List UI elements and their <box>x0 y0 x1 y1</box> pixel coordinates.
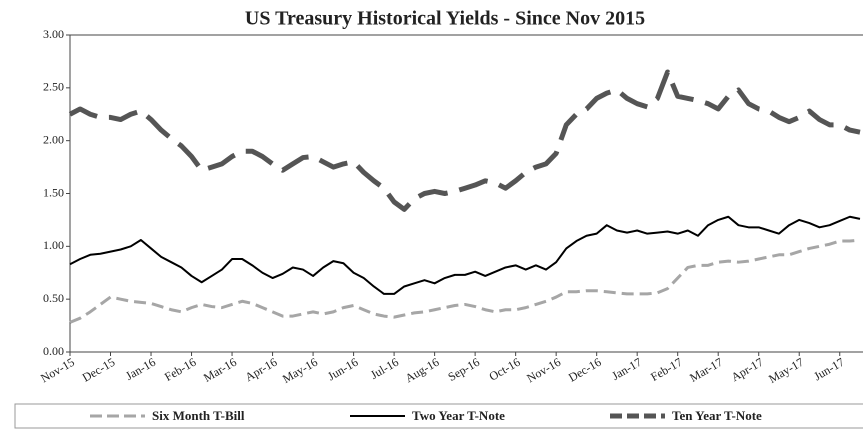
x-tick-label: Mar-16 <box>201 355 239 385</box>
x-tick-label: Aug-16 <box>403 355 442 385</box>
y-tick-label: 0.00 <box>43 344 64 358</box>
x-tick-label: Oct-16 <box>487 355 523 384</box>
y-tick-label: 3.00 <box>43 27 64 41</box>
x-tick-label: Dec-16 <box>566 355 604 385</box>
x-tick-label: Feb-17 <box>648 355 684 384</box>
legend-label: Two Year T-Note <box>412 408 505 423</box>
x-tick-label: Apr-17 <box>729 355 766 384</box>
y-tick-label: 0.50 <box>43 291 64 305</box>
y-tick-label: 1.00 <box>43 238 64 252</box>
x-tick-label: Jul-16 <box>368 355 401 382</box>
x-tick-label: Nov-16 <box>524 355 563 385</box>
x-tick-label: Jan-17 <box>609 355 644 383</box>
legend-label: Six Month T-Bill <box>152 408 245 423</box>
y-tick-label: 2.00 <box>43 132 64 146</box>
legend-label: Ten Year T-Note <box>672 408 762 423</box>
y-tick-label: 1.50 <box>43 185 64 199</box>
y-tick-label: 2.50 <box>43 80 64 94</box>
x-tick-label: May-16 <box>280 355 320 386</box>
x-tick-label: Apr-16 <box>243 355 280 384</box>
x-tick-label: Jan-16 <box>123 355 158 383</box>
x-tick-label: Jun-17 <box>811 355 846 383</box>
series-line <box>69 238 861 324</box>
x-tick-label: Nov-15 <box>38 355 77 385</box>
x-tick-label: Dec-15 <box>80 355 118 385</box>
series-line <box>69 215 861 295</box>
chart-title: US Treasury Historical Yields - Since No… <box>245 8 645 30</box>
x-tick-label: Feb-16 <box>162 355 198 384</box>
legend-box <box>14 403 863 429</box>
x-tick-label: Sep-16 <box>446 355 482 384</box>
x-tick-label: Jun-16 <box>325 355 360 383</box>
series-line <box>68 69 861 212</box>
x-tick-label: May-17 <box>766 355 806 386</box>
x-tick-label: Mar-17 <box>687 355 725 385</box>
